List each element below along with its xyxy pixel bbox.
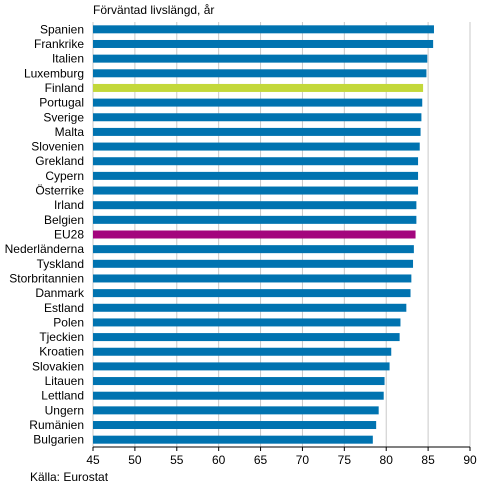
bar-lettland: [93, 391, 384, 400]
category-label: Nederländerna: [5, 242, 85, 256]
bar-rumänien: [93, 421, 377, 430]
bar-irland: [93, 201, 417, 210]
category-label: Tyskland: [37, 257, 84, 271]
category-label: Österrike: [35, 184, 84, 198]
bar-spanien: [93, 25, 434, 34]
category-label: Luxemburg: [24, 66, 84, 80]
bar-portugal: [93, 98, 423, 107]
category-label: Lettland: [41, 389, 84, 403]
bar-litauen: [93, 377, 385, 386]
bar-ungern: [93, 406, 379, 415]
bar-belgien: [93, 215, 417, 224]
x-tick-label: 75: [338, 453, 352, 467]
x-tick-label: 80: [380, 453, 394, 467]
category-label: Storbritannien: [9, 271, 84, 285]
category-label: Polen: [53, 315, 84, 329]
axis-title: Förväntad livslängd, år: [93, 3, 215, 17]
category-label: Spanien: [40, 22, 84, 36]
bar-danmark: [93, 289, 411, 298]
bar-österrike: [93, 186, 419, 195]
bar-slovakien: [93, 362, 390, 371]
category-label: Slovakien: [32, 359, 84, 373]
bar-sverige: [93, 113, 422, 122]
x-tick-label: 90: [463, 453, 477, 467]
category-label: Litauen: [45, 374, 84, 388]
category-label: Cypern: [45, 169, 84, 183]
category-label: Kroatien: [39, 345, 84, 359]
category-label: Ungern: [45, 403, 84, 417]
bar-estland: [93, 303, 407, 312]
category-label: Portugal: [39, 96, 84, 110]
x-tick-label: 60: [212, 453, 226, 467]
x-tick-label: 70: [296, 453, 310, 467]
x-tick-label: 65: [254, 453, 268, 467]
bar-malta: [93, 127, 421, 136]
category-label: Sverige: [43, 110, 84, 124]
category-label: Belgien: [44, 213, 84, 227]
category-label: Tjeckien: [39, 330, 84, 344]
bar-nederländerna: [93, 245, 414, 254]
bar-tyskland: [93, 259, 414, 268]
bar-bulgarien: [93, 435, 373, 444]
bar-tjeckien: [93, 333, 400, 342]
bar-luxemburg: [93, 69, 427, 78]
category-label: Frankrike: [34, 37, 84, 51]
category-label: Malta: [55, 125, 85, 139]
category-label: Danmark: [35, 286, 85, 300]
x-tick-label: 85: [421, 453, 435, 467]
category-label: Italien: [52, 52, 84, 66]
bar-frankrike: [93, 39, 434, 48]
bar-grekland: [93, 157, 419, 166]
category-label: Estland: [44, 301, 84, 315]
bar-kroatien: [93, 347, 392, 356]
bar-storbritannien: [93, 274, 412, 283]
bar-cypern: [93, 171, 419, 180]
x-tick-label: 50: [128, 453, 142, 467]
x-tick-label: 55: [170, 453, 184, 467]
category-label: Finland: [45, 81, 84, 95]
category-label: Bulgarien: [33, 433, 84, 447]
bar-polen: [93, 318, 401, 327]
category-label: EU28: [54, 228, 84, 242]
bar-eu28: [93, 230, 416, 239]
category-label: Slovenien: [31, 140, 84, 154]
x-tick-label: 45: [86, 453, 100, 467]
category-label: Grekland: [35, 154, 84, 168]
bar-slovenien: [93, 142, 420, 151]
bar-italien: [93, 54, 428, 63]
source-note: Källa: Eurostat: [30, 470, 109, 484]
category-label: Irland: [54, 198, 84, 212]
category-label: Rumänien: [29, 418, 84, 432]
bar-finland: [93, 83, 424, 92]
